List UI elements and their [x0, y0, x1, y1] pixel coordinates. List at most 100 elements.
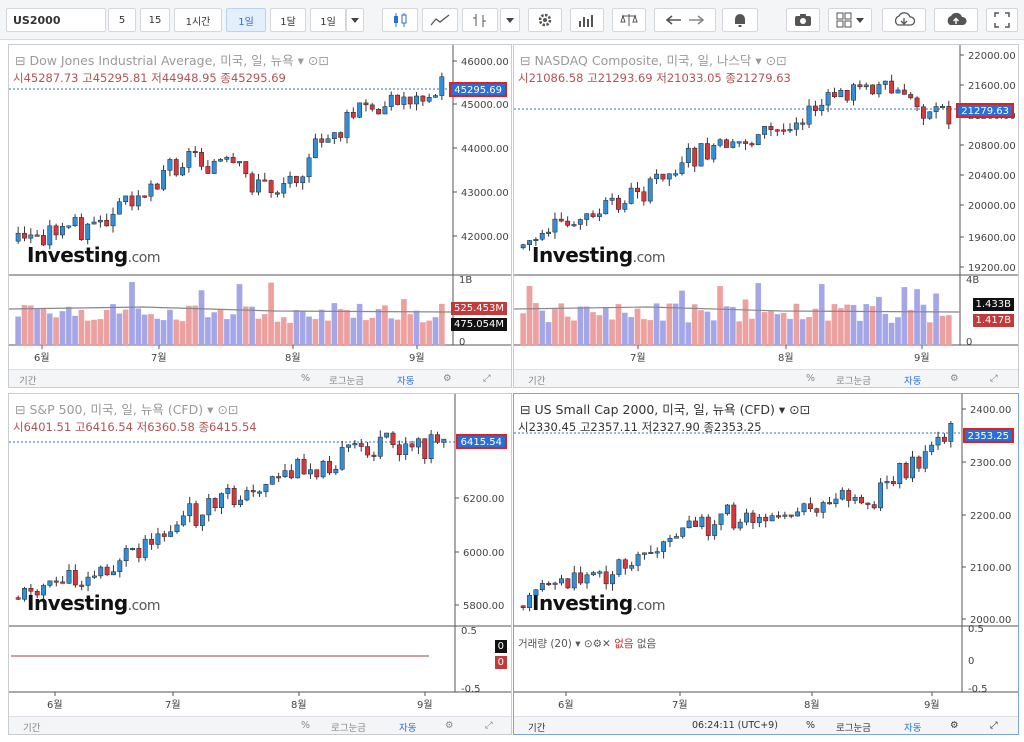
candle-body — [262, 179, 268, 182]
low-value: 2327.90 — [652, 420, 700, 434]
percent-button[interactable]: % — [301, 720, 311, 731]
collapse-icon[interactable]: ⊟ — [15, 53, 30, 68]
log-scale-button[interactable]: 로그눈금 — [329, 376, 364, 387]
expand-icon[interactable]: ⤢ — [990, 373, 998, 384]
interval-dropdown-arrow[interactable] — [346, 8, 364, 32]
candle-body — [325, 138, 331, 143]
candle-style-button[interactable] — [382, 8, 418, 32]
interval-5[interactable]: 5 — [108, 8, 136, 32]
indicators-button[interactable] — [462, 8, 498, 32]
gear-icon[interactable]: ⚙ — [950, 373, 959, 384]
interval-1d[interactable]: 1일 — [226, 8, 266, 32]
expand-icon[interactable]: ⤢ — [485, 720, 493, 731]
volume-bar — [609, 319, 615, 346]
collapse-icon[interactable]: ⊟ — [15, 402, 30, 417]
title-dropdown-icon[interactable]: ▾ ⊙⊡ — [774, 402, 811, 417]
title-dropdown-icon[interactable]: ▾ ⊙⊡ — [293, 53, 329, 68]
candle-body — [565, 578, 571, 589]
title-dropdown-icon[interactable]: ▾ ⊙⊡ — [751, 53, 787, 68]
range-button[interactable]: 기간 — [19, 376, 37, 387]
candle-body — [661, 541, 667, 552]
save-layout-button[interactable] — [934, 8, 978, 32]
candle-body — [78, 217, 84, 240]
symbol-input[interactable]: US2000 — [6, 8, 106, 32]
candle-body — [673, 536, 679, 539]
high-label: 고 — [74, 420, 86, 434]
sub-axis-label: 0.5 — [968, 624, 984, 635]
indicator-templates-button[interactable] — [570, 8, 604, 32]
range-button[interactable]: 기간 — [528, 376, 546, 387]
open-label: 시 — [518, 420, 529, 434]
candle-body — [852, 496, 858, 501]
undo-icon[interactable] — [666, 14, 682, 26]
indicator-controls-icon[interactable]: ▾ ⊙⚙✕ — [575, 638, 615, 650]
compare-button[interactable] — [422, 8, 458, 32]
gear-icon[interactable]: ⚙ — [443, 373, 452, 384]
chart-pane-dow-jones[interactable]: 46000.00 45000.00 44000.00 43000.00 42000.00… — [8, 44, 512, 388]
percent-button[interactable]: % — [806, 720, 816, 731]
chart-pane-nasdaq[interactable]: 22000.0021600.0021200.0020800.0020400.00… — [513, 44, 1019, 388]
gear-icon[interactable]: ⚙ — [950, 720, 959, 731]
interval-15[interactable]: 15 — [140, 8, 170, 32]
candle-body — [565, 220, 571, 226]
alert-button[interactable] — [722, 8, 758, 32]
volume-indicator-name[interactable]: 거래량 (20) — [518, 638, 572, 650]
high-label: 고 — [82, 71, 93, 85]
compare-scale-button[interactable] — [612, 8, 646, 32]
log-scale-button[interactable]: 로그눈금 — [836, 376, 871, 387]
load-layout-button[interactable] — [882, 8, 926, 32]
x-tick-label: 8월 — [291, 699, 307, 711]
chart-canvas[interactable]: 46000.00 45000.00 44000.00 43000.00 42000.00… — [9, 45, 512, 388]
chart-canvas[interactable]: 22000.0021600.0021200.0020800.0020400.00… — [514, 45, 1019, 388]
candle-body — [940, 106, 945, 109]
volume-bar — [274, 321, 281, 346]
volume-bar — [224, 319, 230, 346]
auto-scale-button[interactable]: 자동 — [904, 376, 922, 387]
screenshot-button[interactable] — [786, 8, 820, 32]
candle-body — [148, 183, 154, 197]
candle-body — [244, 490, 250, 501]
interval-1mo[interactable]: 1달 — [270, 8, 306, 32]
layout-button[interactable] — [828, 8, 872, 32]
interval-dropdown[interactable]: 1일 — [310, 8, 346, 32]
candle-body — [192, 151, 198, 154]
low-label: 저 — [151, 71, 162, 85]
chart-canvas[interactable]: 2400.00 2300.00 2200.00 2100.00 2000.00 6월 7월 8… — [514, 394, 1019, 735]
volume-bar — [888, 322, 895, 346]
auto-scale-button[interactable]: 자동 — [904, 723, 922, 734]
chart-title: NASDAQ Composite, 미국, 일, 나스닥 — [534, 53, 752, 68]
chart-pane-sp500[interactable]: 6200.00 6000.00 5800.00 6월 7월 8월 9월 0.5 -0.5 ⊟ S… — [8, 393, 512, 735]
chart-canvas[interactable]: 6200.00 6000.00 5800.00 6월 7월 8월 9월 0.5 -0.5 — [9, 394, 512, 735]
chart-pane-us-small-cap-2000[interactable]: 2400.00 2300.00 2200.00 2100.00 2000.00 6월 7월 8… — [513, 393, 1019, 735]
bar-chart-icon — [579, 15, 593, 27]
log-scale-button[interactable]: 로그눈금 — [836, 723, 871, 734]
interval-1h[interactable]: 1시간 — [174, 8, 222, 32]
percent-button[interactable]: % — [301, 373, 311, 384]
candle-body — [136, 547, 142, 558]
settings-button[interactable] — [528, 8, 562, 32]
log-scale-button[interactable]: 로그눈금 — [331, 723, 366, 734]
timezone-clock[interactable]: 06:24:11 (UTC+9) — [692, 720, 778, 731]
expand-icon[interactable]: ⤢ — [990, 720, 998, 731]
gear-icon[interactable]: ⚙ — [445, 720, 454, 731]
x-tick-label: 6월 — [558, 699, 574, 711]
range-button[interactable]: 기간 — [528, 723, 546, 734]
candle-body — [243, 161, 249, 175]
candle-body — [590, 213, 596, 217]
percent-button[interactable]: % — [806, 373, 816, 384]
range-button[interactable]: 기간 — [23, 723, 41, 734]
auto-scale-button[interactable]: 자동 — [397, 376, 415, 387]
expand-icon[interactable]: ⤢ — [483, 373, 491, 384]
candle-body — [225, 487, 231, 494]
high-label: 고 — [587, 71, 598, 85]
fullscreen-button[interactable] — [986, 8, 1018, 32]
volume-bar — [749, 318, 755, 346]
indicators-dropdown[interactable] — [500, 8, 520, 32]
collapse-icon[interactable]: ⊟ — [520, 53, 535, 68]
collapse-icon[interactable]: ⊟ — [520, 402, 535, 417]
auto-scale-button[interactable]: 자동 — [399, 723, 417, 734]
redo-icon[interactable] — [688, 14, 704, 26]
title-dropdown-icon[interactable]: ▾ ⊙⊡ — [203, 402, 239, 417]
y-tick-label: 19200.00 — [968, 263, 1016, 274]
open-label: 시 — [13, 420, 24, 434]
